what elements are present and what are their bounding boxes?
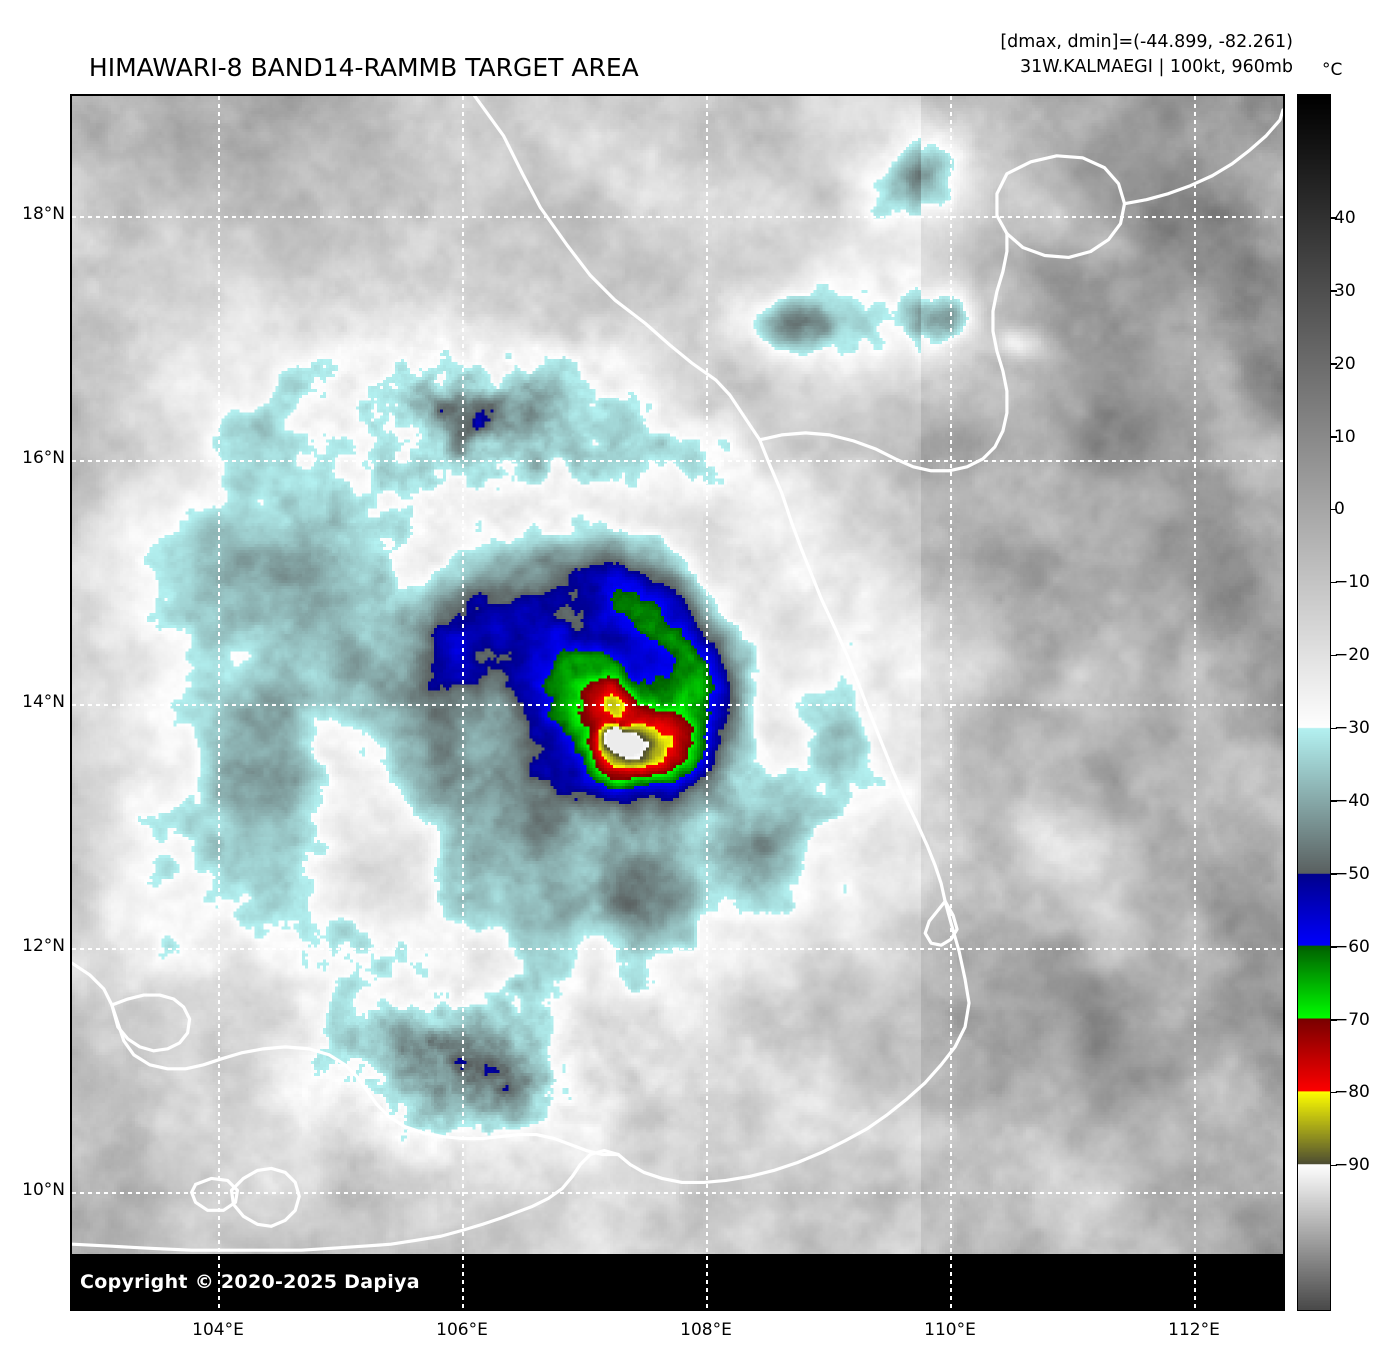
colorbar-tick-dash--50 [1331, 873, 1337, 875]
storm-info-label: 31W.KALMAEGI | 100kt, 960mb [1020, 57, 1293, 78]
satellite-image-plot[interactable]: Copyright © 2020-2025 Dapiya [70, 94, 1285, 1311]
colorbar-tick-dash-40 [1331, 217, 1337, 219]
colorbar-tick-dash-30 [1331, 290, 1337, 292]
colorbar-tick-dash--90 [1331, 1164, 1337, 1167]
colorbar-tick-label-0: 0 [1334, 499, 1345, 520]
gridline-lat-14 [72, 704, 1283, 706]
colorbar-tick-dash--20 [1331, 654, 1337, 657]
lon-tick-106: 106°E [436, 1320, 488, 1340]
gridline-lon-112 [1194, 96, 1196, 1309]
colorbar-tick-dash--10 [1331, 581, 1337, 584]
colorbar-tick-label--50: −50 [1334, 863, 1370, 884]
colorbar-tick-label-10: 10 [1334, 426, 1356, 447]
gridline-lon-106 [462, 96, 464, 1309]
bottom-black-band [72, 1254, 1283, 1309]
lon-tick-110: 110°E [924, 1320, 976, 1340]
gridline-lon-104 [218, 96, 220, 1309]
colorbar-tick-label-40: 40 [1334, 207, 1356, 228]
colorbar-tick-dash-10 [1331, 436, 1337, 438]
lat-tick-14: 14°N [22, 692, 65, 712]
colorbar-tick-dash--60 [1331, 946, 1337, 948]
colorbar-tick-dash--40 [1331, 800, 1337, 802]
colorbar-tick-label--20: −20 [1334, 645, 1370, 666]
page-title: HIMAWARI-8 BAND14-RAMMB TARGET AREA [88, 53, 639, 82]
colorbar-tick-label--60: −60 [1334, 936, 1370, 957]
lon-tick-108: 108°E [680, 1320, 732, 1340]
colorbar-tick-dash--80 [1331, 1091, 1337, 1094]
lon-tick-104: 104°E [192, 1320, 244, 1340]
lon-tick-112: 112°E [1168, 1320, 1220, 1340]
colorbar-tick-dash-20 [1331, 363, 1337, 365]
gridline-lon-108 [706, 96, 708, 1309]
colorbar-tick-label--40: −40 [1334, 790, 1370, 811]
colorbar-gradient [1298, 95, 1330, 1310]
gridline-lat-10 [72, 1192, 1283, 1194]
copyright-label: Copyright © 2020-2025 Dapiya [80, 1271, 420, 1293]
colorbar-tick-label-20: 20 [1334, 353, 1356, 374]
colorbar-tick-label--90: −90 [1334, 1155, 1370, 1176]
header-info-block: [dmax, dmin]=(-44.899, -82.261) 31W.KALM… [1000, 30, 1293, 81]
colorbar-tick-dash--30 [1331, 727, 1337, 729]
temperature-colorbar[interactable] [1297, 94, 1331, 1311]
colorbar-tick-label--30: −30 [1334, 718, 1370, 738]
lat-tick-12: 12°N [22, 936, 65, 956]
satellite-imagery-canvas [72, 96, 1283, 1309]
colorbar-tick-label--10: −10 [1334, 572, 1370, 593]
dmax-dmin-label: [dmax, dmin]=(-44.899, -82.261) [1000, 32, 1293, 52]
lat-tick-18: 18°N [22, 204, 65, 224]
colorbar-unit-label: °C [1322, 60, 1343, 80]
coastline-overlay [72, 96, 1283, 1252]
gridline-lat-18 [72, 216, 1283, 218]
gridline-lat-12 [72, 948, 1283, 950]
colorbar-tick-dash-0 [1331, 508, 1337, 511]
lat-tick-16: 16°N [22, 448, 65, 468]
gridline-lon-110 [950, 96, 952, 1309]
colorbar-tick-label-30: 30 [1334, 280, 1356, 301]
colorbar-tick-label--70: −70 [1334, 1009, 1370, 1030]
gridline-lat-16 [72, 460, 1283, 462]
colorbar-tick-label--80: −80 [1334, 1082, 1370, 1103]
colorbar-tick-dash--70 [1331, 1019, 1337, 1021]
lat-tick-10: 10°N [22, 1180, 65, 1200]
